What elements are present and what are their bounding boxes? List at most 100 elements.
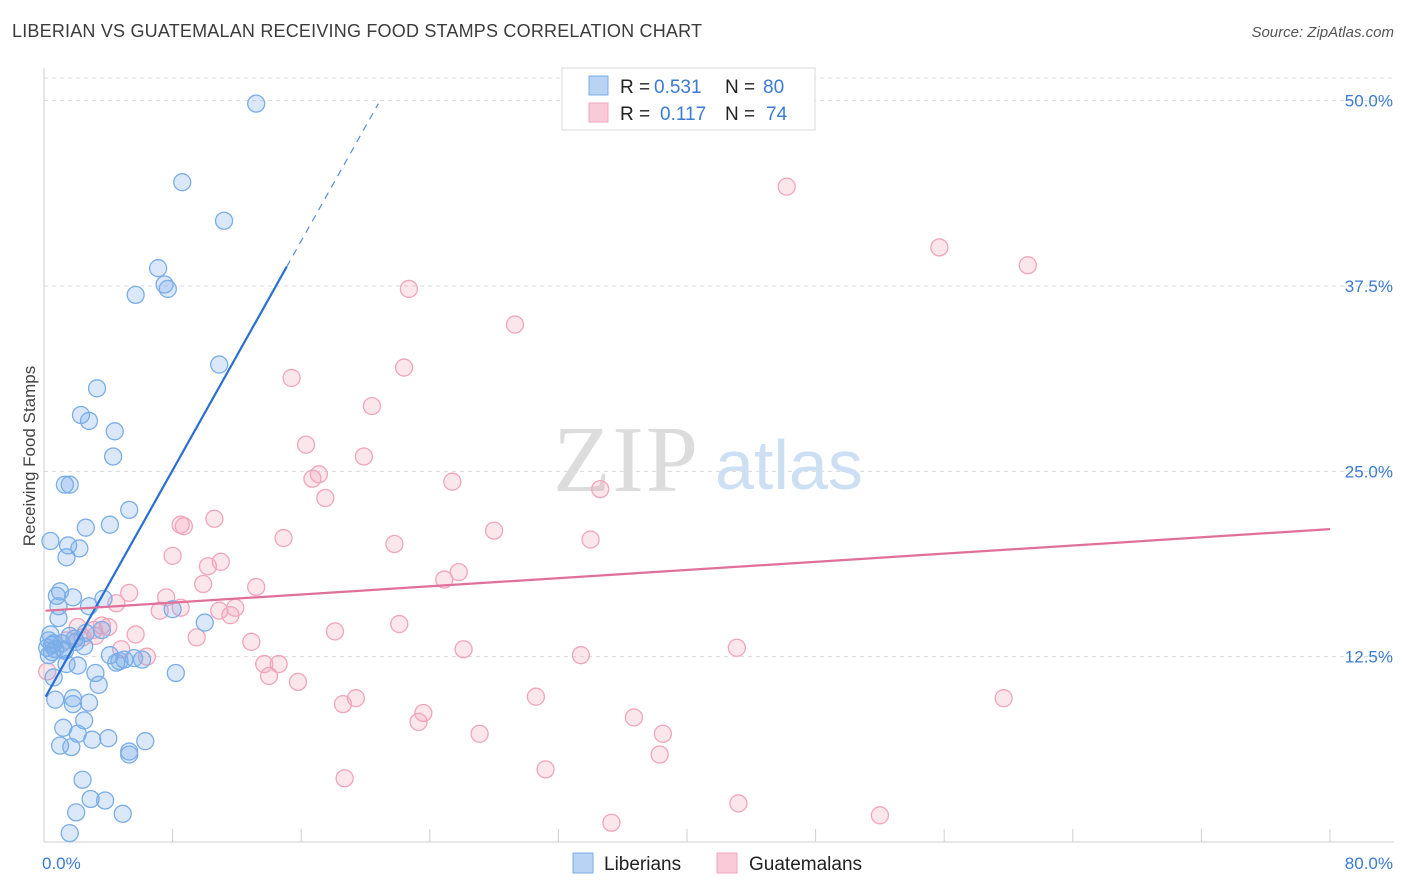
liberians-series-label: Liberians [604,854,681,875]
guatemalans-point [536,760,555,779]
liberians-r-label: R = [620,77,650,98]
x-tick-label-max: 80.0% [1345,854,1393,873]
guatemalans-point [198,557,218,576]
guatemalans-series-label: Guatemalans [749,854,862,875]
liberians-point [136,732,155,751]
x-ticks [43,829,1331,842]
guatemalans-point [777,177,796,196]
liberians-point [105,422,124,441]
x-tick-label-min: 0.0% [42,854,81,873]
guatemalans-point [727,638,746,657]
trend-lines [44,103,1331,698]
guatemalans-point [409,712,428,732]
guatemalans-point [354,447,374,466]
guatemalans-point [435,570,454,589]
guatemalans-point [296,435,316,454]
liberians-n-value: 80 [763,77,784,98]
liberians-point [173,173,192,192]
liberians-point [148,259,168,278]
series-legend: Liberians Guatemalans [572,852,862,875]
guatemalans-point [385,534,404,554]
guatemalans-point [390,614,409,634]
liberians-point [100,515,120,534]
liberians-point [67,803,86,822]
guatemalans-point [930,238,949,257]
liberians-n-label: N = [725,77,755,98]
y-tick-label: 50.0% [1345,92,1393,111]
liberians-point [73,770,92,789]
guatemalans-point [242,632,261,651]
liberians-point [195,613,214,632]
liberians-r-value: 0.531 [654,77,702,98]
liberians-trend-line [44,266,288,698]
guatemalans-point [449,563,468,582]
y-tick-label: 25.0% [1345,462,1393,481]
liberians-point [110,651,129,671]
liberians-point [55,475,75,494]
axes [43,68,1394,843]
liberians-point [81,789,100,809]
guatemalans-point [571,646,591,665]
liberians-point [210,355,229,374]
guatemalans-points [38,177,1037,832]
guatemalans-point [870,806,890,825]
watermark-atlas: atlas [715,426,863,504]
guatemalans-point [221,605,240,625]
guatemalans-point [193,574,213,594]
guatemalans-point [362,396,382,416]
liberians-point [49,608,68,628]
guatemalans-point [729,794,748,813]
liberians-point [63,694,83,714]
guatemalans-point [210,601,229,620]
liberians-point [92,620,112,640]
liberians-point [60,475,79,494]
liberians-point [41,625,60,644]
liberians-point [60,823,79,843]
guatemalans-point [650,745,669,764]
liberians-point [65,629,84,649]
guatemalans-trend-line [45,528,1331,612]
gridlines [44,77,1394,658]
guatemalans-point [288,672,308,692]
guatemalans-point [653,724,673,743]
guatemalans-point [443,472,462,491]
guatemalans-point [259,666,279,686]
guatemalans-point [994,689,1013,708]
guatemalans-point [591,479,610,499]
liberians-point [99,729,118,748]
guatemalans-point [581,530,600,549]
guatemalans-series-swatch [716,852,738,874]
guatemalans-point [602,813,621,832]
guatemalans-point [484,521,504,540]
guatemalans-r-value: 0.117 [660,104,706,125]
guatemalans-point [255,654,274,674]
liberians-point [86,663,105,683]
liberians-point [79,693,99,712]
guatemalans-point [454,640,473,659]
liberians-series-swatch [572,852,594,874]
liberians-point [214,211,234,230]
y-axis-label: Receiving Food Stamps [20,366,39,546]
liberians-points [38,94,266,843]
guatemalans-point [126,625,145,644]
guatemalans-point [274,528,293,548]
liberians-point [57,548,76,567]
liberians-point [113,804,132,823]
liberians-point [41,531,60,551]
liberians-point [120,745,139,764]
guatemalans-point [205,509,224,528]
liberians-trend-extension [286,103,379,268]
guatemalans-point [282,368,301,388]
guatemalans-n-value: 74 [766,104,788,125]
guatemalans-point [303,469,322,488]
chart-title: LIBERIAN VS GUATEMALAN RECEIVING FOOD ST… [12,21,703,41]
liberians-point [103,447,123,466]
guatemalans-point [269,654,288,674]
guatemalans-n-label: N = [725,104,755,125]
guatemalans-point [414,703,433,723]
liberians-point [83,730,102,749]
liberians-point [87,379,107,398]
liberians-point [120,500,139,520]
guatemalans-point [316,488,335,508]
